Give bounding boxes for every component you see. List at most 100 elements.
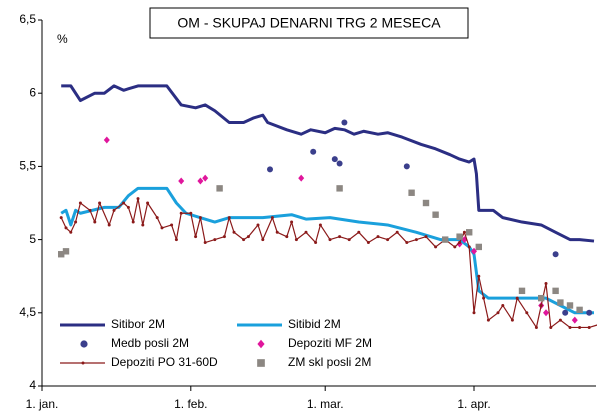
point bbox=[170, 223, 174, 227]
point bbox=[534, 325, 538, 329]
point bbox=[294, 238, 298, 242]
point bbox=[571, 316, 578, 324]
point bbox=[424, 235, 428, 239]
point bbox=[357, 230, 361, 234]
y-axis-label: % bbox=[57, 32, 68, 46]
point bbox=[477, 274, 481, 278]
point bbox=[98, 201, 102, 205]
point bbox=[270, 216, 274, 220]
point bbox=[543, 309, 549, 317]
point bbox=[146, 201, 150, 205]
point bbox=[442, 236, 449, 243]
point bbox=[290, 220, 294, 224]
point bbox=[126, 205, 130, 209]
point bbox=[557, 299, 564, 306]
y-tick-label: 4,5 bbox=[19, 305, 36, 319]
point bbox=[298, 174, 305, 182]
point bbox=[64, 226, 68, 230]
point bbox=[482, 296, 486, 300]
y-tick-label: 6 bbox=[29, 85, 36, 99]
point bbox=[472, 311, 476, 315]
point bbox=[432, 211, 439, 218]
point bbox=[246, 235, 250, 239]
legend-label: Medb posli 2M bbox=[111, 336, 189, 350]
point bbox=[261, 238, 265, 242]
point bbox=[112, 208, 116, 212]
point bbox=[456, 233, 463, 240]
point bbox=[466, 229, 473, 236]
point bbox=[562, 309, 569, 316]
point bbox=[395, 230, 399, 234]
point bbox=[213, 238, 217, 242]
chart-title: OM - SKUPAJ DENARNI TRG 2 MESECA bbox=[177, 15, 441, 31]
point bbox=[539, 303, 543, 307]
x-tick-label: 1. feb. bbox=[174, 397, 207, 411]
point bbox=[544, 282, 548, 286]
point bbox=[222, 235, 226, 239]
y-tick-label: 5 bbox=[29, 232, 36, 246]
point bbox=[304, 230, 308, 234]
series-line bbox=[60, 186, 594, 315]
point bbox=[422, 199, 430, 207]
point bbox=[310, 148, 317, 155]
point bbox=[566, 302, 574, 309]
point bbox=[141, 223, 145, 227]
point bbox=[216, 185, 223, 192]
point bbox=[331, 156, 338, 163]
point bbox=[341, 119, 348, 126]
point bbox=[227, 216, 231, 220]
point bbox=[576, 306, 583, 314]
point bbox=[78, 201, 82, 205]
point bbox=[58, 251, 65, 258]
point bbox=[69, 230, 73, 234]
point bbox=[568, 325, 572, 329]
point bbox=[552, 251, 559, 258]
point bbox=[74, 220, 78, 224]
y-tick-label: 4 bbox=[29, 378, 36, 392]
series-line bbox=[60, 198, 597, 329]
point bbox=[386, 238, 390, 242]
title-box bbox=[149, 7, 469, 39]
point bbox=[552, 287, 559, 295]
point bbox=[376, 235, 380, 239]
point bbox=[471, 247, 477, 255]
point bbox=[501, 303, 505, 307]
point bbox=[414, 238, 418, 242]
point bbox=[510, 318, 514, 322]
x-tick-label: 1. apr. bbox=[457, 397, 490, 411]
point bbox=[203, 241, 207, 245]
point bbox=[403, 163, 410, 170]
legend-label: Depoziti PO 31-60D bbox=[111, 355, 218, 369]
point bbox=[462, 230, 466, 234]
y-tick-label: 6,5 bbox=[19, 12, 36, 26]
point bbox=[194, 235, 198, 239]
point bbox=[496, 311, 500, 315]
point bbox=[549, 325, 553, 329]
point bbox=[347, 238, 351, 242]
x-tick-label: 1. mar. bbox=[307, 397, 344, 411]
legend-label: Sitibor 2M bbox=[111, 317, 165, 331]
point bbox=[267, 166, 273, 173]
point bbox=[525, 311, 529, 315]
point bbox=[434, 245, 438, 249]
legend-marker bbox=[257, 359, 265, 367]
point bbox=[336, 185, 343, 192]
point bbox=[178, 177, 185, 185]
point bbox=[155, 216, 159, 220]
point bbox=[136, 197, 140, 201]
point bbox=[275, 230, 279, 234]
point bbox=[189, 211, 193, 215]
point bbox=[232, 230, 236, 234]
point bbox=[453, 245, 457, 249]
point bbox=[198, 216, 202, 220]
point bbox=[558, 318, 562, 322]
legend-label: ZM skl posli 2M bbox=[288, 355, 371, 369]
point bbox=[318, 223, 322, 227]
point bbox=[256, 223, 260, 227]
point bbox=[314, 241, 318, 245]
point bbox=[538, 294, 545, 302]
legend-marker bbox=[257, 339, 265, 349]
point bbox=[328, 238, 332, 242]
point bbox=[408, 189, 415, 196]
